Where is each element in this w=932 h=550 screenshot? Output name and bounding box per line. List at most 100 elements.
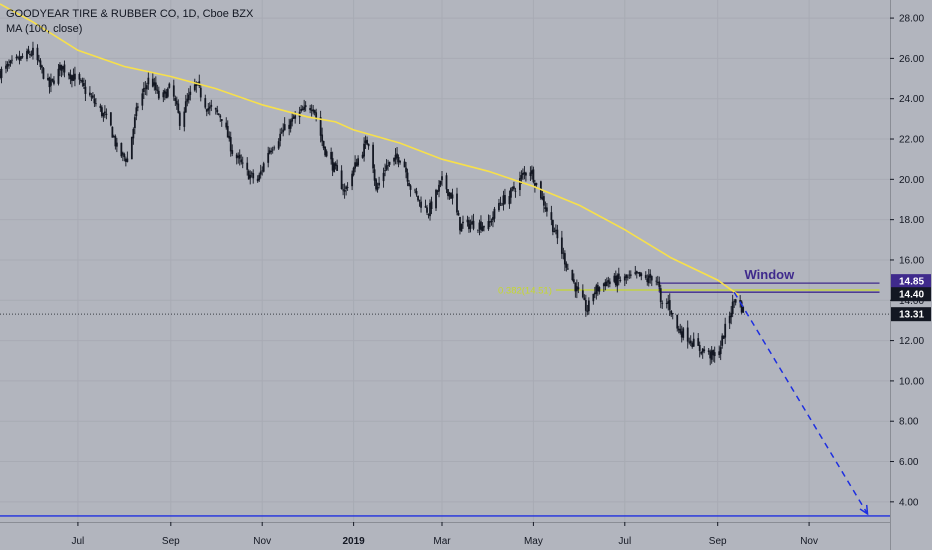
price-tick-label: 20.00 (899, 175, 924, 186)
candle-body (655, 280, 658, 282)
candle-body (614, 275, 617, 286)
candle-body (330, 151, 333, 160)
candle-body (577, 287, 580, 290)
time-tick-label: Nov (800, 536, 818, 547)
candle-body (38, 59, 40, 61)
candle-body (315, 112, 318, 118)
candle-body (480, 221, 482, 230)
time-tick-label: Sep (162, 536, 180, 547)
candle-body (189, 91, 192, 95)
candle-body (84, 86, 87, 94)
candle-body (387, 165, 389, 167)
candle-body (62, 66, 64, 70)
price-tick-label: 26.00 (899, 54, 924, 65)
candle-body (596, 285, 599, 292)
candle-body (586, 310, 589, 312)
candle-body (598, 287, 601, 292)
price-tick-label: 6.00 (899, 457, 919, 468)
candle-body (219, 115, 222, 118)
candle-body (36, 47, 39, 61)
candle-body (324, 146, 327, 156)
candle-body (238, 154, 241, 159)
candle-body (742, 306, 745, 313)
candle-body (566, 268, 569, 270)
candle-body (420, 201, 422, 208)
candle-body (258, 174, 261, 181)
candle-body (520, 175, 523, 179)
candle-body (418, 199, 421, 201)
candle-body (629, 274, 632, 276)
candle-body (405, 167, 407, 173)
candle-body (83, 82, 85, 87)
candle-body (184, 101, 187, 113)
candle-body (638, 271, 641, 277)
candle-body (30, 54, 33, 56)
candle-body (676, 314, 679, 329)
candle-body (525, 172, 527, 176)
candle-body (141, 93, 144, 106)
candle-body (429, 203, 431, 217)
candle-body (205, 109, 208, 112)
candle-body (20, 56, 22, 60)
candle-body (492, 217, 494, 221)
candle-body (94, 103, 97, 105)
candle-body (424, 206, 427, 208)
candle-body (15, 56, 18, 59)
candle-body (310, 109, 313, 111)
price-tick-label: 18.00 (899, 215, 924, 226)
candle-body (26, 51, 28, 59)
candle-body (388, 161, 391, 165)
price-tick-label: 10.00 (899, 376, 924, 387)
candle-body (563, 253, 566, 265)
candle-body (241, 162, 244, 164)
candle-body (228, 135, 231, 139)
time-tick-label: Sep (709, 536, 727, 547)
candle-body (346, 187, 349, 188)
candle-body (668, 300, 671, 310)
candle-body (352, 167, 355, 176)
price-tick-label: 4.00 (899, 497, 919, 508)
candle-body (280, 132, 283, 134)
candle-body (478, 222, 481, 230)
candle-body (69, 74, 72, 80)
candle-body (397, 156, 400, 163)
candle-body (103, 111, 106, 114)
candle-body (608, 281, 611, 285)
candle-body (130, 136, 133, 160)
candle-body (710, 350, 713, 360)
candle-body (670, 310, 673, 315)
candle-body (282, 129, 285, 133)
price-tick-label: 24.00 (899, 94, 924, 105)
candle-body (731, 301, 734, 314)
candle-body (124, 158, 127, 162)
candle-body (707, 350, 710, 352)
candle-body (309, 108, 312, 111)
candle-body (208, 106, 211, 109)
candle-body (21, 56, 24, 58)
candle-body (9, 60, 12, 64)
candle-body (289, 120, 292, 129)
candle-body (250, 172, 253, 174)
candle-body (301, 108, 304, 111)
candle-body (157, 90, 160, 99)
candle-body (63, 64, 66, 73)
candle-body (489, 221, 491, 223)
candle-body (364, 140, 367, 144)
symbol-title[interactable]: GOODYEAR TIRE & RUBBER CO, 1D, Cboe BZX (6, 8, 254, 20)
window-label: Window (745, 267, 796, 282)
candle-body (513, 186, 515, 190)
candle-body (698, 344, 701, 351)
price-tick-label: 16.00 (899, 255, 924, 266)
candle-body (207, 108, 210, 111)
candle-body (217, 113, 220, 115)
candle-body (571, 269, 574, 281)
candle-body (408, 182, 410, 187)
candle-body (214, 107, 217, 110)
candle-body (499, 202, 502, 204)
candle-body (48, 77, 51, 88)
time-axis[interactable]: Jul Sep Nov 2019 Mar May Jul Sep Nov (0, 522, 890, 547)
candle-body (533, 183, 536, 186)
indicator-legend[interactable]: MA (100, close) (6, 23, 83, 35)
